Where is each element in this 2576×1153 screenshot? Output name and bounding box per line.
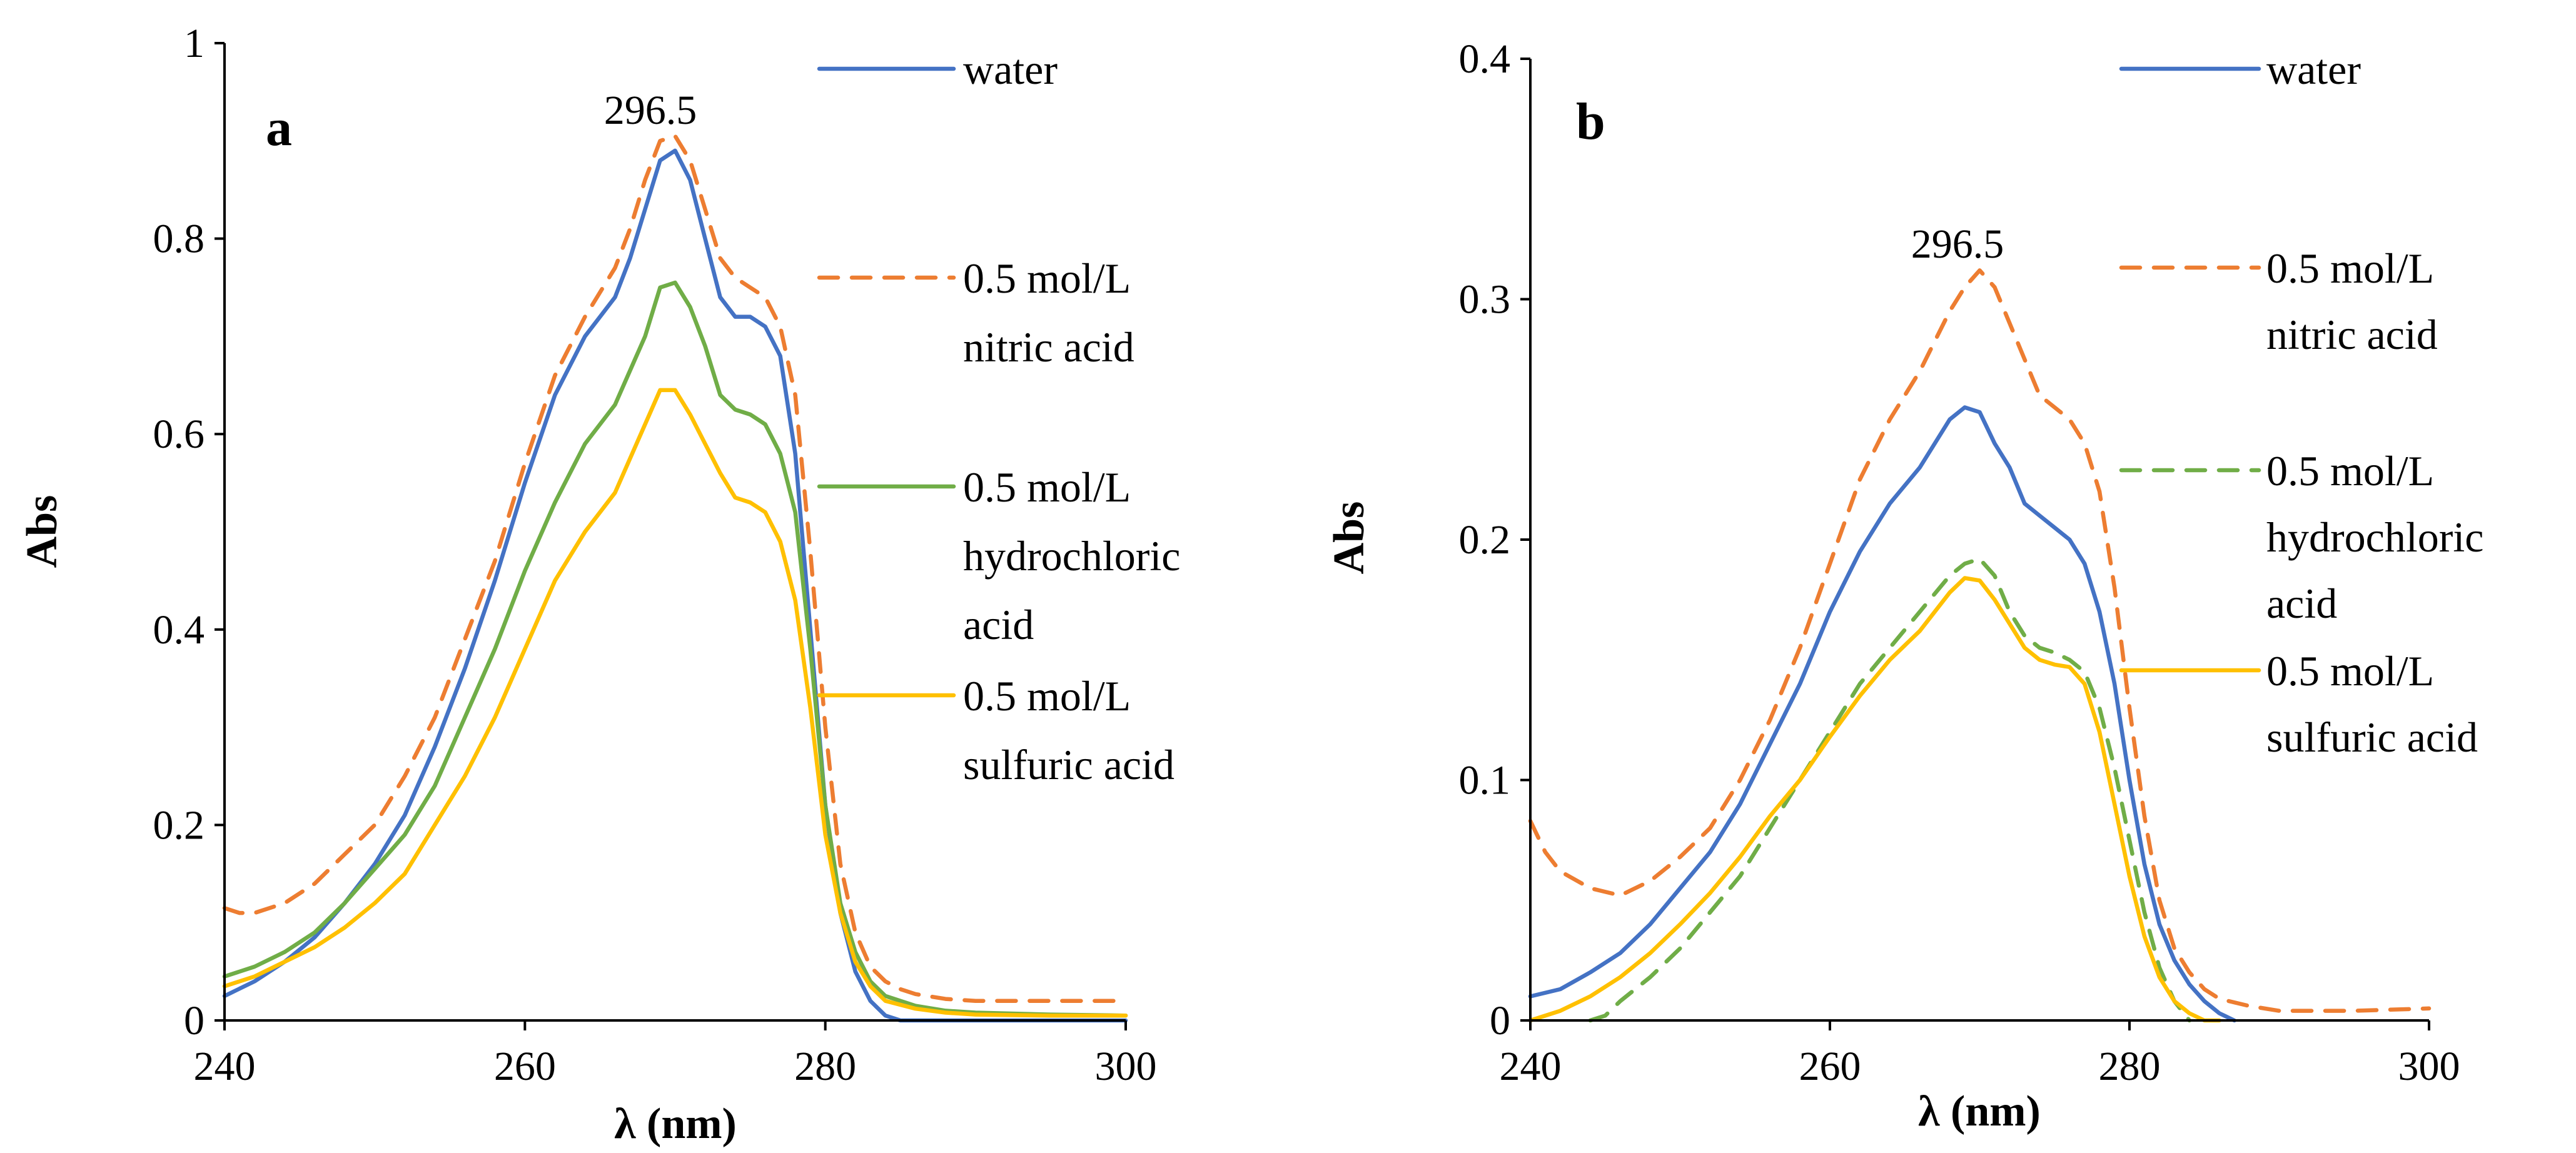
legend-label: 0.5 mol/L	[963, 672, 1131, 720]
legend-label: 0.5 mol/L	[2266, 244, 2434, 292]
series-line-1	[222, 148, 1128, 1023]
x-axis-title-a: λ (nm)	[614, 1100, 737, 1148]
legend-label: sulfuric acid	[2266, 713, 2478, 761]
y-tick-label: 0.8	[153, 216, 205, 262]
legend-label: water	[963, 46, 1058, 93]
x-tick-label: 280	[2099, 1044, 2161, 1089]
legend-label: 0.5 mol/L	[2266, 447, 2434, 495]
series-line-1	[1528, 405, 2236, 1023]
series-line-3	[222, 280, 1128, 1018]
legend-label: acid	[963, 601, 1034, 648]
series-line-4	[222, 388, 1128, 1018]
x-tick-label: 260	[494, 1044, 556, 1089]
peak-annotation-a: 296.5	[604, 88, 697, 133]
legend-label: hydrochloric	[963, 532, 1180, 580]
chart-panel-b: 240 260 280 300 00.10.20.30.4 λ (nm) Abs b …	[1325, 36, 2483, 1135]
y-tick-label: 0.2	[153, 802, 205, 848]
series-line-2	[222, 134, 1128, 1003]
legend-label: water	[2266, 46, 2361, 93]
x-tick-label: 300	[1095, 1044, 1157, 1089]
y-tick-label: 0.6	[153, 411, 205, 457]
peak-annotation-b: 296.5	[1911, 221, 2004, 267]
y-tick-label: 0.2	[1459, 517, 1511, 563]
x-ticks-b: 240 260 280 300	[1500, 1020, 2460, 1089]
y-tick-label: 0	[184, 998, 205, 1044]
x-tick-label: 280	[794, 1044, 856, 1089]
legend-label: 0.5 mol/L	[2266, 647, 2434, 695]
legend-label: hydrochloric	[2266, 513, 2483, 561]
legend-a: water 0.5 mol/L nitric acid 0.5 mol/L hydroc…	[817, 46, 1180, 788]
y-ticks-a: 0 0.2 0.4 0.6 0.8 1	[153, 21, 225, 1044]
chart-panel-a: 240 260 280 300 0 0.2 0.4 0.6 0.8 1 λ (nm) Abs a…	[18, 21, 1180, 1148]
y-tick-label: 0	[1490, 998, 1510, 1044]
x-ticks-a: 240 260 280 300	[194, 1020, 1157, 1089]
plot-area-b	[1528, 268, 2432, 1023]
legend-label: 0.5 mol/L	[963, 254, 1131, 302]
panel-label-b: b	[1576, 93, 1605, 151]
y-tick-label: 1	[184, 21, 205, 66]
series-line-2	[1528, 268, 2432, 1013]
series-line-4	[1528, 576, 2221, 1023]
legend-b: water 0.5 mol/L nitric acid 0.5 mol/L hydroc…	[2119, 46, 2483, 761]
legend-label: sulfuric acid	[963, 741, 1174, 788]
legend-label: nitric acid	[2266, 311, 2438, 358]
plot-area-a	[222, 134, 1128, 1023]
legend-label: 0.5 mol/L	[963, 463, 1131, 511]
x-tick-label: 240	[194, 1044, 256, 1089]
x-tick-label: 260	[1799, 1044, 1861, 1089]
series-line-3	[1588, 556, 2192, 1023]
legend-label: nitric acid	[963, 323, 1134, 371]
x-tick-label: 240	[1500, 1044, 1562, 1089]
y-axis-title-a: Abs	[18, 495, 66, 568]
y-tick-label: 0.3	[1459, 277, 1511, 323]
y-tick-label: 0.4	[1459, 36, 1511, 82]
y-tick-label: 0.1	[1459, 758, 1511, 803]
y-axis-title-b: Abs	[1325, 501, 1373, 575]
legend-label: acid	[2266, 580, 2337, 627]
y-ticks-b: 0 0.1 0.2 0.3 0.4	[1459, 36, 1530, 1044]
y-tick-label: 0.4	[153, 607, 205, 653]
x-axis-title-b: λ (nm)	[1918, 1087, 2041, 1135]
panel-label-a: a	[266, 99, 292, 157]
x-tick-label: 300	[2398, 1044, 2460, 1089]
